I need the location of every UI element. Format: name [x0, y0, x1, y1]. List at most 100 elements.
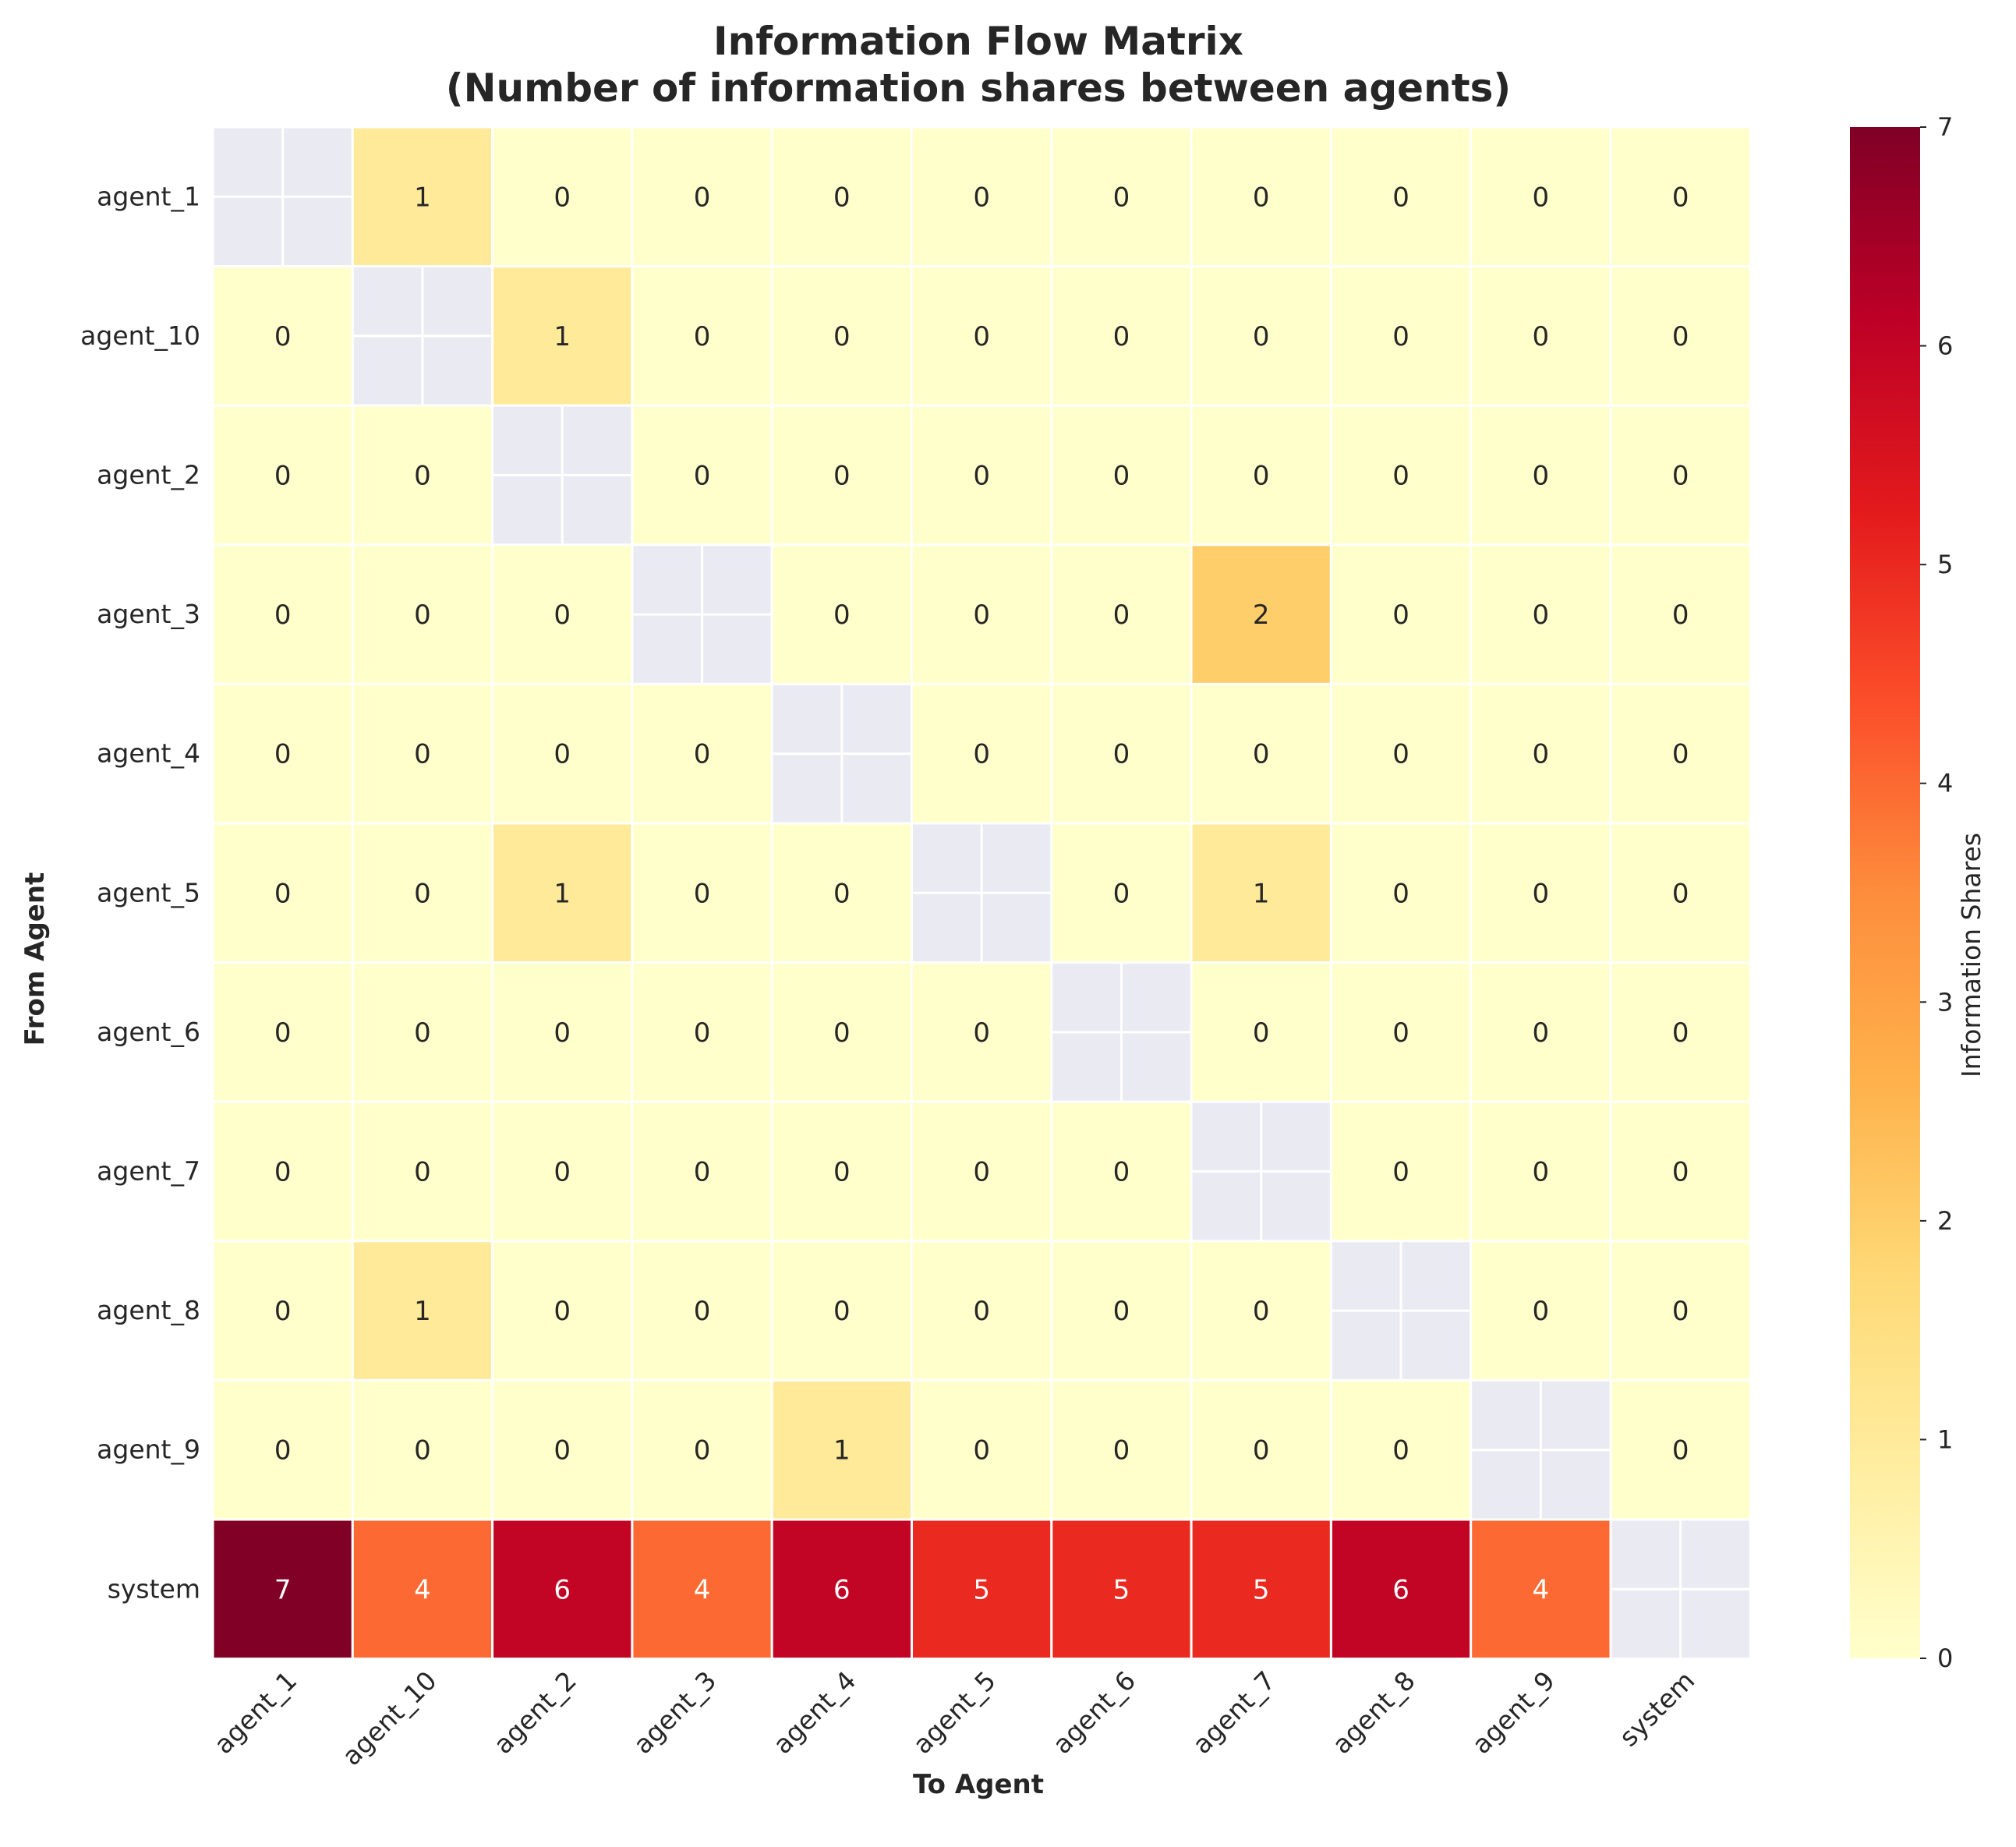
heatmap-cell-agent_9-agent_1: [211, 1378, 354, 1521]
cell-value-label: 0: [1253, 1435, 1270, 1467]
cell-value-label: 0: [833, 1296, 851, 1327]
cell-value-label: 0: [274, 1157, 292, 1188]
x-tick-label: agent_8: [1326, 1665, 1421, 1760]
cell-value-label: 0: [274, 1435, 292, 1467]
heatmap-cell-agent_3-agent_6: [1050, 543, 1193, 685]
cell-value-label: 0: [1392, 878, 1409, 909]
heatmap-cell-agent_4-agent_3: [631, 682, 773, 825]
y-tick-label: system: [108, 1573, 200, 1604]
heatmap-cell-agent_10-system: [1609, 265, 1752, 407]
cell-value-label: 5: [973, 1574, 990, 1605]
y-tick-label: agent_1: [97, 181, 200, 211]
heatmap-cell-agent_7-agent_8: [1329, 1100, 1473, 1243]
cell-value-label: 0: [1672, 1296, 1689, 1327]
cell-value-label: 0: [274, 461, 292, 492]
colorbar-tick-label: 7: [1937, 112, 1953, 142]
cell-value-label: 0: [833, 1017, 851, 1049]
x-tick-label: agent_6: [1047, 1665, 1142, 1760]
cell-value-label: 1: [1253, 878, 1270, 909]
heatmap-cell-agent_7-agent_6: [1050, 1100, 1193, 1243]
cell-value-label: 0: [694, 1157, 711, 1188]
colorbar: 0 1 2 3 4 5 6 7: [1850, 112, 1953, 1673]
x-tick-label: agent_9: [1466, 1665, 1562, 1760]
cell-value-label: 6: [833, 1574, 851, 1605]
heatmap-cell-agent_10-agent_1: [211, 265, 354, 407]
cell-value-label: 0: [554, 1017, 571, 1049]
y-tick-label: agent_9: [97, 1435, 200, 1465]
x-tick-labels: agent_1 agent_10 agent_2 agent_3 agent_4 agen…: [208, 1665, 1701, 1771]
cell-value-label: 0: [694, 1296, 711, 1327]
cell-value-label: 5: [1253, 1574, 1270, 1605]
heatmap-cell-agent_5-agent_2: [491, 822, 634, 964]
heatmap-cell-agent_1-agent_3: [631, 126, 773, 268]
cell-value-label: 0: [973, 321, 990, 352]
cell-value-label: 0: [554, 600, 571, 631]
cell-value-label: 0: [1672, 1435, 1689, 1467]
cell-value-label: 0: [1113, 600, 1130, 631]
heatmap-cell-system-agent_9: [1470, 1518, 1612, 1661]
colorbar-tick-label: 6: [1937, 331, 1953, 361]
cell-value-label: 0: [833, 878, 851, 909]
cell-value-label: 0: [973, 600, 990, 631]
cell-value-label: 0: [973, 1157, 990, 1188]
y-tick-label: agent_7: [97, 1156, 200, 1187]
cell-value-label: 0: [274, 1017, 292, 1049]
heatmap-cell-agent_9-agent_6: [1050, 1378, 1193, 1521]
heatmap-cell-agent_2-agent_4: [770, 404, 914, 547]
heatmap-cell-agent_10-agent_7: [1190, 265, 1332, 407]
colorbar-tick-label: 0: [1937, 1644, 1953, 1673]
heatmap-cell-agent_3-system: [1609, 543, 1752, 685]
y-tick-labels: agent_1 agent_10 agent_2 agent_3 agent_4agen…: [80, 181, 200, 1604]
heatmap-cell-agent_6-system: [1609, 961, 1752, 1103]
cell-value-label: 0: [274, 600, 292, 631]
cell-value-label: 0: [1672, 600, 1689, 631]
cell-value-label: 0: [414, 878, 431, 909]
heatmap-cell-agent_3-agent_5: [911, 543, 1053, 685]
heatmap-cell-agent_4-agent_8: [1329, 682, 1473, 825]
cell-value-label: 0: [414, 1157, 431, 1188]
heatmap-cell-agent_7-system: [1609, 1100, 1752, 1243]
cell-value-label: 0: [973, 1435, 990, 1467]
heatmap-cell-system-agent_3: [631, 1518, 773, 1661]
cell-value-label: 0: [1672, 739, 1689, 770]
heatmap-cell-agent_4-agent_1: [211, 682, 354, 825]
heatmap-cell-agent_2-agent_8: [1329, 404, 1473, 547]
heatmap-cell-agent_5-agent_3: [631, 822, 773, 964]
cell-value-label: 0: [973, 461, 990, 492]
cell-value-label: 0: [1253, 461, 1270, 492]
y-axis-label: From Agent: [19, 872, 51, 1046]
y-tick-label: agent_4: [97, 738, 200, 769]
heatmap-cell-agent_6-agent_5: [911, 961, 1053, 1103]
y-tick-label: agent_6: [97, 1017, 200, 1047]
heatmap-cell-agent_8-system: [1609, 1240, 1752, 1382]
cell-value-label: 0: [1672, 1157, 1689, 1188]
colorbar-tick-label: 2: [1937, 1206, 1953, 1236]
heatmap-cell-system-agent_2: [491, 1518, 634, 1661]
cell-value-label: 7: [274, 1574, 292, 1605]
cell-value-label: 2: [1253, 600, 1270, 631]
heatmap-cell-agent_2-agent_3: [631, 404, 773, 547]
cell-value-label: 0: [554, 1157, 571, 1188]
heatmap-cell-agent_6-agent_3: [631, 961, 773, 1103]
cell-value-label: 0: [1672, 182, 1689, 213]
cell-value-label: 0: [1672, 878, 1689, 909]
cell-value-label: 0: [1533, 1157, 1550, 1188]
cell-value-label: 4: [414, 1574, 431, 1605]
cell-value-label: 0: [1533, 1017, 1550, 1049]
cell-value-label: 1: [414, 182, 431, 213]
cell-value-label: 0: [1533, 739, 1550, 770]
heatmap-cell-agent_7-agent_2: [491, 1100, 634, 1243]
x-tick-label: agent_1: [208, 1665, 303, 1760]
cell-value-label: 0: [554, 1435, 571, 1467]
heatmap-cell-agent_2-system: [1609, 404, 1752, 547]
colorbar-tick-label: 5: [1937, 550, 1953, 579]
colorbar-tick-label: 1: [1937, 1424, 1953, 1454]
heatmap-cell-agent_9-agent_4: [770, 1378, 914, 1521]
colorbar-tick-label: 3: [1937, 987, 1953, 1017]
cell-value-label: 0: [414, 461, 431, 492]
cell-value-label: 0: [1672, 461, 1689, 492]
heatmap-cell-agent_8-agent_4: [770, 1240, 914, 1382]
cell-value-label: 0: [973, 1017, 990, 1049]
cell-value-label: 4: [1533, 1574, 1550, 1605]
heatmap-cell-agent_8-agent_10: [351, 1240, 494, 1382]
